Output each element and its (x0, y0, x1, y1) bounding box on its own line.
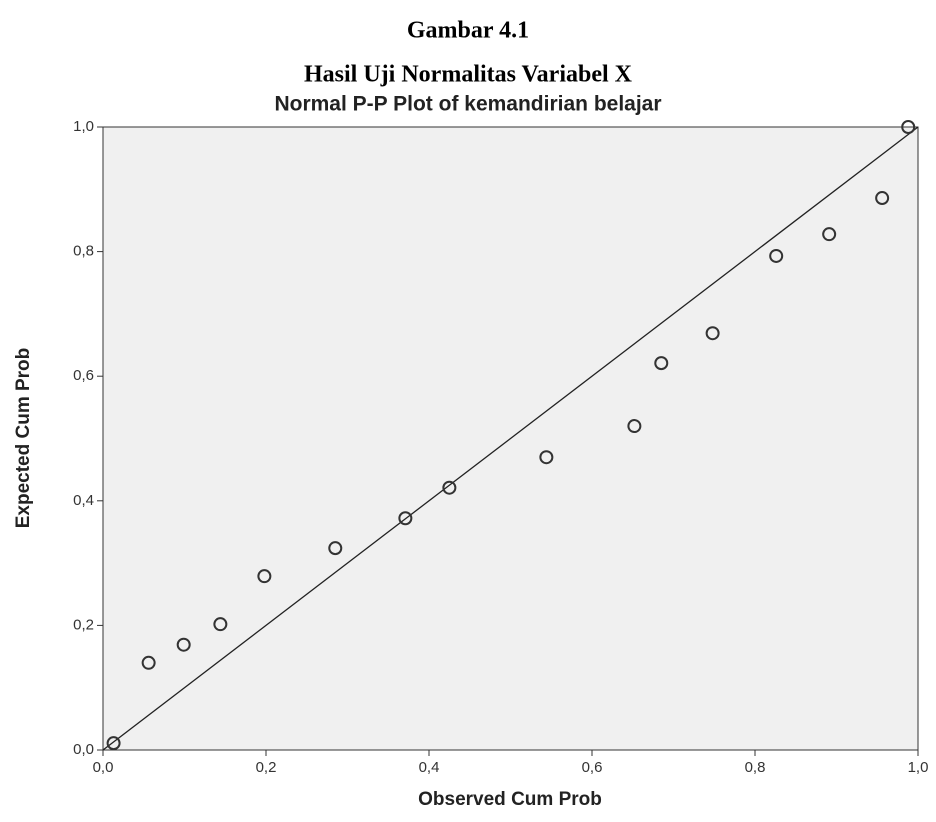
y-tick-label: 0,0 (73, 741, 94, 758)
x-axis-label: Observed Cum Prob (418, 789, 602, 810)
y-tick-label: 1,0 (73, 118, 94, 135)
x-tick-label: 0,0 (93, 759, 114, 776)
chart-title: Normal P-P Plot of kemandirian belajar (274, 93, 661, 116)
x-tick-label: 0,6 (582, 759, 603, 776)
y-tick-label: 0,6 (73, 367, 94, 384)
y-axis-label: Expected Cum Prob (13, 348, 34, 529)
y-tick-label: 0,8 (73, 243, 94, 260)
x-tick-label: 0,8 (745, 759, 766, 776)
figure-title: Hasil Uji Normalitas Variabel X (304, 62, 633, 88)
y-tick-label: 0,4 (73, 492, 94, 509)
chart: Gambar 4.1 Hasil Uji Normalitas Variabel… (0, 0, 936, 817)
x-tick-label: 0,4 (419, 759, 440, 776)
figure-label: Gambar 4.1 (407, 18, 529, 44)
y-tick-label: 0,2 (73, 616, 94, 633)
x-tick-label: 1,0 (908, 759, 929, 776)
x-tick-label: 0,2 (256, 759, 277, 776)
page: {"caption": {"label": "Gambar 4.1", "tit… (0, 0, 936, 817)
